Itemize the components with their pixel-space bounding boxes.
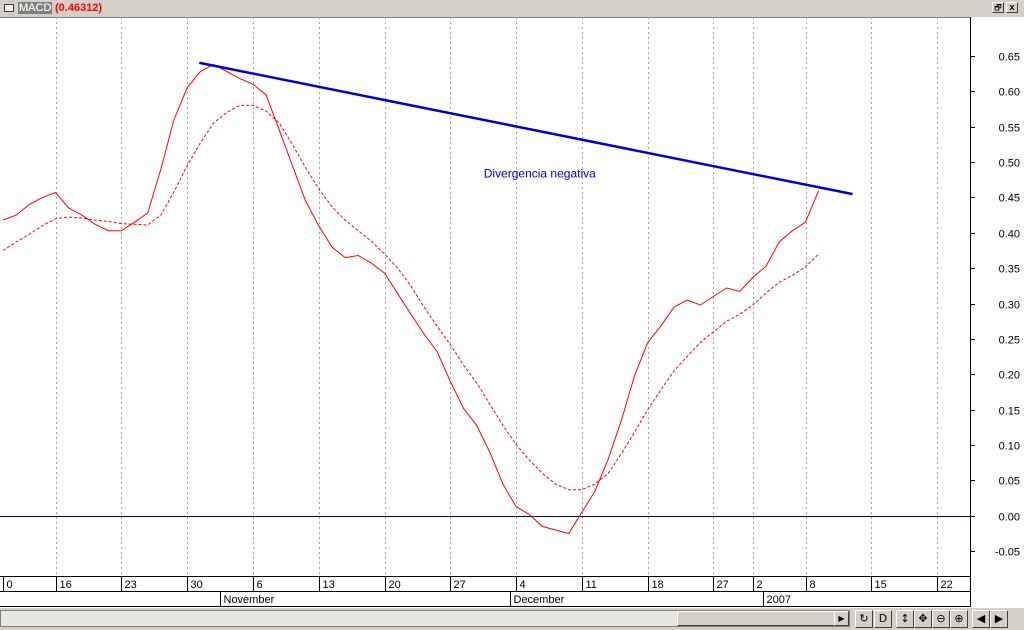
move-button[interactable]: ✥: [914, 610, 932, 628]
x-axis: 0 16 23 30 6 13 20 27 4 11 18 27 2 8 15 22 November Decem…: [0, 576, 970, 607]
y-tick-label: 0.20: [999, 370, 1020, 382]
status-bar: ▶ ↻ D ↕ ✥ ⊖ ⊕ ◀ ▶: [0, 607, 1024, 630]
y-tick-label: 0.45: [999, 193, 1020, 205]
scrollbar-right-arrow[interactable]: ▶: [834, 611, 849, 626]
x-tick-label: 6: [257, 579, 263, 591]
y-tick-label: 0.00: [999, 512, 1020, 524]
zoom-out-button[interactable]: ⊖: [932, 610, 950, 628]
arrow-right-icon: ▶: [838, 614, 845, 623]
refresh-button[interactable]: ↻: [855, 610, 873, 628]
arrow-right-icon: ▶: [994, 612, 1004, 625]
divergence-trendline: [199, 61, 853, 196]
horizontal-scrollbar[interactable]: ▶: [0, 610, 850, 627]
x-tick-label: 27: [454, 579, 466, 591]
close-button[interactable]: x: [1006, 2, 1018, 13]
x-tick-label: 23: [125, 579, 137, 591]
month-label: December: [514, 594, 565, 606]
x-tick-label: 27: [717, 579, 729, 591]
move-icon: ✥: [918, 612, 928, 625]
daily-period-button[interactable]: D: [874, 610, 892, 628]
y-tick-label: 0.35: [999, 264, 1020, 276]
y-tick-label: 0.15: [999, 406, 1020, 418]
price-axis-panel: [970, 17, 1024, 607]
y-axis: 0.65 0.60 0.55 0.50 0.45 0.40 0.35 0.30 0.25 0.20…: [970, 17, 1020, 607]
x-tick-label: 2: [757, 579, 763, 591]
annotation-group: Divergencia negativa: [484, 167, 596, 181]
zoom-in-icon: ⊕: [954, 612, 964, 625]
restore-button[interactable]: 🗗: [992, 2, 1004, 13]
y-tick-label: 0.50: [999, 158, 1020, 170]
x-tick-label: 11: [586, 579, 597, 591]
x-tick-label: 16: [60, 579, 72, 591]
x-tick-label: 20: [389, 579, 401, 591]
indicator-name: MACD: [18, 2, 53, 14]
y-tick-label: 0.25: [999, 335, 1020, 347]
x-tick-label: 30: [191, 579, 203, 591]
zoom-in-button[interactable]: ⊕: [950, 610, 968, 628]
x-tick-label: 22: [941, 579, 953, 591]
x-tick-label: 15: [875, 579, 887, 591]
zoom-out-icon: ⊖: [936, 612, 946, 625]
arrow-left-icon: ◀: [976, 612, 986, 625]
title-bar[interactable]: MACD (0.46312) 🗗 x: [0, 0, 1024, 18]
y-tick-label: 0.65: [999, 52, 1020, 64]
scrollbar-thumb[interactable]: [677, 611, 835, 626]
vertical-arrows-icon: ↕: [900, 612, 910, 625]
signal-line: [2, 104, 820, 491]
y-tick-label: 0.05: [999, 476, 1020, 488]
trendline-group: [199, 61, 853, 196]
x-tick-label: 18: [652, 579, 664, 591]
y-tick-label: 0.30: [999, 300, 1020, 312]
restore-icon: 🗗: [994, 3, 1002, 12]
month-label: 2007: [767, 594, 791, 606]
x-tick-label: 13: [323, 579, 335, 591]
y-tick-label: 0.55: [999, 123, 1020, 135]
scroll-right-button[interactable]: ▶: [990, 610, 1008, 628]
indicator-value: (0.46312): [55, 2, 103, 14]
refresh-icon: ↻: [859, 612, 869, 625]
macd-line: [2, 63, 820, 535]
period-d-icon: D: [878, 612, 888, 625]
y-tick-label: 0.10: [999, 441, 1020, 453]
vertical-resize-button[interactable]: ↕: [896, 610, 914, 628]
macd-chart: Divergencia negativa 0.65 0.60 0.55 0.50 0.4…: [0, 17, 1020, 607]
series-group: [2, 63, 820, 535]
divergence-annotation: Divergencia negativa: [484, 167, 596, 181]
scroll-left-button[interactable]: ◀: [972, 610, 990, 628]
close-icon: x: [1009, 2, 1015, 12]
month-label: November: [224, 594, 275, 606]
grid: [56, 17, 938, 576]
x-tick-label: 8: [810, 579, 816, 591]
window-menu-icon[interactable]: [4, 4, 14, 12]
y-tick-label: 0.60: [999, 87, 1020, 99]
y-tick-label: -0.05: [995, 547, 1020, 559]
x-tick-label: 4: [520, 579, 526, 591]
y-tick-label: 0.40: [999, 229, 1020, 241]
x-tick-label: 0: [7, 579, 13, 591]
